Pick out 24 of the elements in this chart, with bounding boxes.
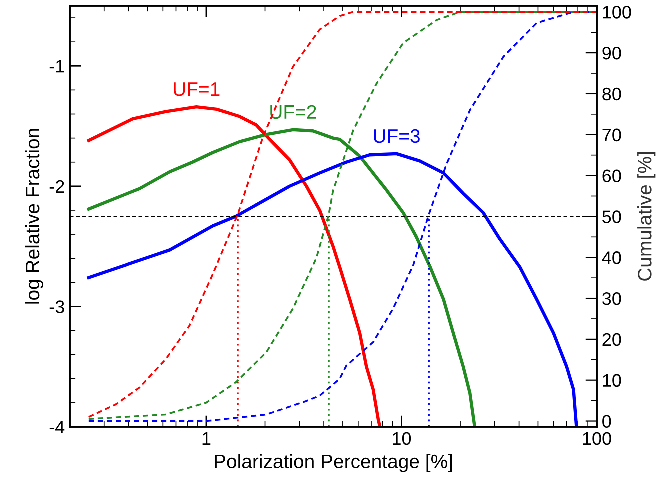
y-tick-label: -3 xyxy=(50,300,64,314)
x-tick-label: 100 xyxy=(583,432,612,446)
series-label: UF=1 xyxy=(174,82,220,96)
y-tick-label: -2 xyxy=(50,180,64,193)
y2-tick-label: 50 xyxy=(602,210,622,224)
y-tick-label: -1 xyxy=(50,60,64,73)
y2-tick-label: 30 xyxy=(602,292,622,306)
y2-tick-label: 80 xyxy=(602,88,622,101)
x-tick-label: 10 xyxy=(393,432,412,446)
x-axis-title: Polarization Percentage [%] xyxy=(215,454,452,472)
y-axis-title: log Relative Fraction xyxy=(25,129,44,304)
y2-tick-label: 60 xyxy=(602,170,622,183)
y2-tick-label: 90 xyxy=(602,46,622,60)
series-label: UF=3 xyxy=(374,129,420,144)
y2-tick-label: 20 xyxy=(602,333,622,346)
y2-tick-label: 40 xyxy=(602,252,622,264)
y2-tick-label: 0 xyxy=(602,415,612,428)
y-tick-label: -4 xyxy=(50,421,65,434)
y2-axis-title: Cumulative [%] xyxy=(638,152,656,281)
y2-tick-label: 10 xyxy=(603,374,622,388)
y2-tick-label: 100 xyxy=(603,6,632,19)
x-tick-label: 1 xyxy=(202,432,211,445)
y2-tick-label: 70 xyxy=(602,128,622,142)
series-label: UF=2 xyxy=(270,105,316,120)
